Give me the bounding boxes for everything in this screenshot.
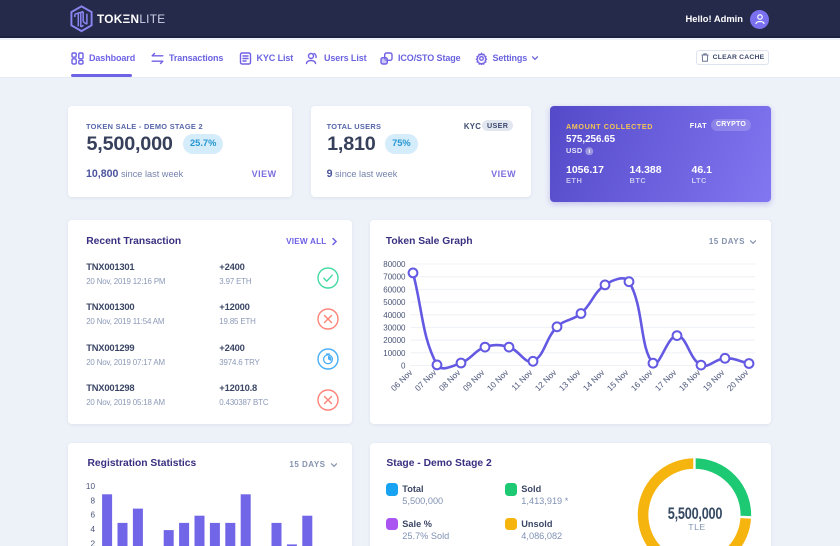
svg-text:10: 10 xyxy=(86,482,96,491)
svg-text:08 Nov: 08 Nov xyxy=(437,367,463,393)
svg-text:70000: 70000 xyxy=(383,273,406,282)
svg-text:6: 6 xyxy=(90,511,95,520)
svg-text:10000: 10000 xyxy=(383,349,406,358)
svg-text:14 Nov: 14 Nov xyxy=(581,367,607,393)
svg-text:19 Nov: 19 Nov xyxy=(701,367,727,393)
svg-text:12 Nov: 12 Nov xyxy=(533,367,559,393)
svg-text:0: 0 xyxy=(401,362,406,371)
svg-text:20 Nov: 20 Nov xyxy=(725,367,751,393)
svg-text:8: 8 xyxy=(90,496,95,505)
svg-text:17 Nov: 17 Nov xyxy=(653,367,679,393)
svg-text:4: 4 xyxy=(90,525,95,534)
svg-text:13 Nov: 13 Nov xyxy=(557,367,583,393)
svg-text:30000: 30000 xyxy=(383,323,406,332)
svg-text:2: 2 xyxy=(90,539,95,546)
svg-text:i: i xyxy=(588,149,590,155)
svg-text:40000: 40000 xyxy=(383,311,406,320)
svg-text:09 Nov: 09 Nov xyxy=(461,367,487,393)
svg-text:20000: 20000 xyxy=(383,336,406,345)
svg-text:16 Nov: 16 Nov xyxy=(629,367,655,393)
svg-text:80000: 80000 xyxy=(383,260,406,269)
svg-text:18 Nov: 18 Nov xyxy=(677,367,703,393)
svg-text:06 Nov: 06 Nov xyxy=(389,367,415,393)
svg-text:15 Nov: 15 Nov xyxy=(605,367,631,393)
svg-text:11 Nov: 11 Nov xyxy=(509,367,535,393)
svg-text:50000: 50000 xyxy=(383,298,406,307)
svg-text:07 Nov: 07 Nov xyxy=(413,367,439,393)
svg-text:10 Nov: 10 Nov xyxy=(485,367,511,393)
svg-text:60000: 60000 xyxy=(383,285,406,294)
